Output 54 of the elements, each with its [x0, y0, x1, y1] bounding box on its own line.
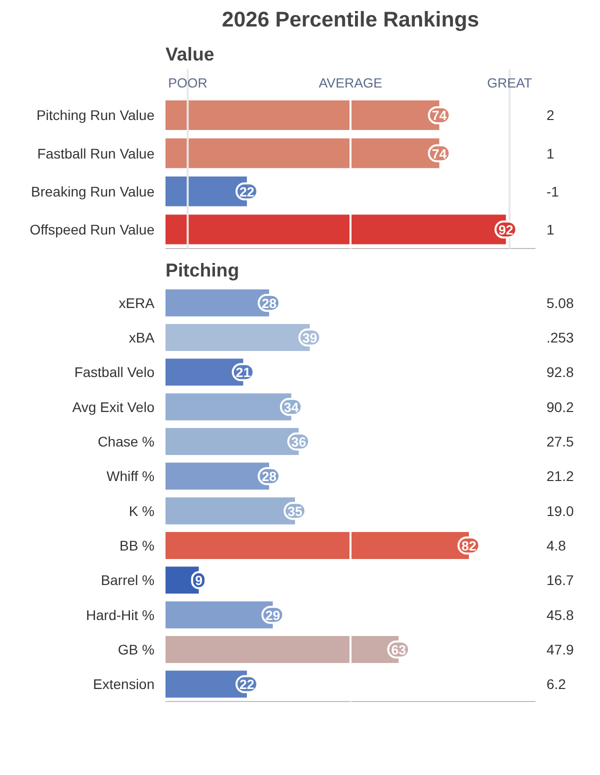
data-label: 74 — [432, 146, 448, 162]
y-tick-label: xBA — [128, 330, 156, 346]
y-tick-label: Barrel % — [100, 572, 155, 588]
data-label: 21 — [236, 365, 252, 380]
y-tick-label: Extension — [93, 676, 154, 692]
y-tick-label: Fastball Velo — [74, 364, 155, 380]
y-tick-label: BB % — [119, 538, 154, 554]
ref-line-label: POOR — [168, 75, 208, 90]
text: 92.8 — [546, 364, 574, 380]
data-label: 82 — [461, 538, 476, 554]
data-label: 29 — [265, 608, 280, 623]
y-tick-label: Pitching Run Value — [36, 107, 155, 124]
ref-line-label: GREAT — [487, 75, 532, 90]
data-label: 63 — [391, 642, 406, 658]
y-tick-label: Hard-Hit % — [86, 606, 155, 623]
data-label: 28 — [262, 469, 277, 484]
data-label: 92 — [498, 222, 514, 238]
text: 4.8 — [546, 538, 566, 554]
y-tick-label: Chase % — [98, 434, 155, 450]
text: 45.8 — [546, 606, 574, 623]
y-tick-label: K % — [128, 502, 155, 519]
y-tick-label: Avg Exit Velo — [72, 398, 155, 415]
text: 5.08 — [546, 294, 574, 311]
data-label: 22 — [239, 184, 254, 200]
y-tick-label: Offspeed Run Value — [30, 221, 155, 238]
chart-subtitle: Value — [166, 44, 214, 64]
chart-title: 2026 Percentile Rankings — [222, 8, 480, 32]
data-label: 74 — [432, 108, 448, 124]
y-tick-label: Whiff % — [106, 468, 155, 484]
y-tick-label: GB % — [118, 642, 155, 658]
data-label: 34 — [284, 400, 300, 415]
ref-line-label: AVERAGE — [318, 75, 382, 90]
data-label: 39 — [302, 330, 318, 346]
text: 6.2 — [546, 676, 566, 692]
chart-title: Pitching — [166, 260, 240, 280]
text: 2 — [546, 107, 554, 124]
text: -1 — [546, 183, 560, 200]
y-tick-label: xERA — [118, 294, 156, 311]
data-label: 22 — [239, 677, 254, 692]
text: 21.2 — [546, 468, 574, 484]
data-label: 35 — [288, 504, 303, 519]
text: .253 — [546, 330, 574, 346]
data-label: 36 — [291, 434, 306, 450]
data-label: 9 — [195, 573, 203, 588]
text: 27.5 — [546, 434, 574, 450]
text: 90.2 — [546, 398, 574, 415]
text: 19.0 — [546, 502, 574, 519]
text: 47.9 — [546, 642, 574, 658]
text: 16.7 — [546, 572, 574, 588]
data-label: 28 — [262, 296, 277, 311]
y-tick-label: Breaking Run Value — [31, 183, 155, 200]
text: 1 — [546, 221, 554, 238]
text: 1 — [546, 145, 554, 162]
y-tick-label: Fastball Run Value — [37, 145, 155, 162]
